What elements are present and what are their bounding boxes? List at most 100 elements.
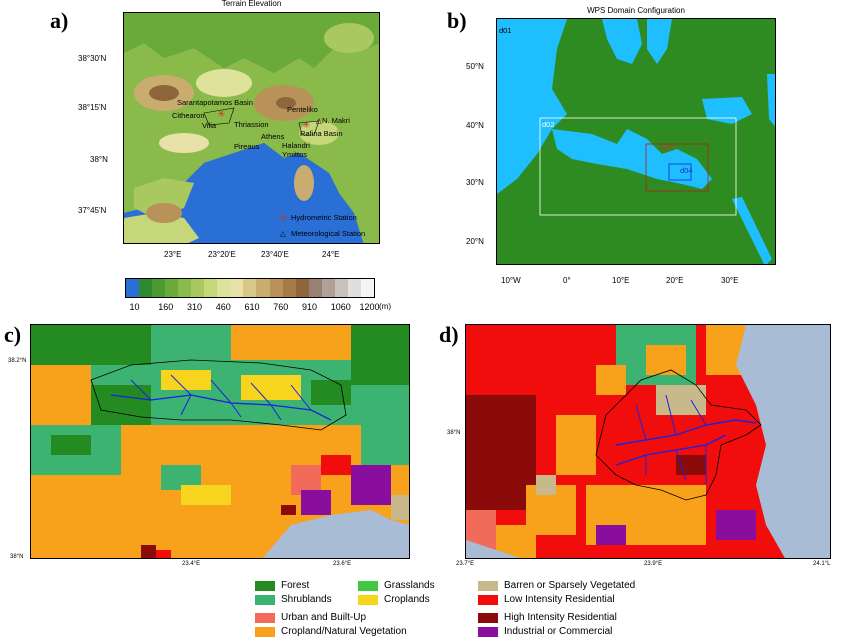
- b-lat-tick: 20°N: [466, 237, 484, 246]
- legend-meteo-label: Meteorological Station: [291, 229, 366, 238]
- landuse-map-c-graphic: [31, 325, 409, 558]
- colorbar-segment: [347, 279, 361, 297]
- colorbar-segment: [360, 279, 374, 297]
- colorbar-tick-label: 460: [215, 302, 231, 312]
- elevation-colorbar: [125, 278, 375, 298]
- colorbar-segment: [321, 279, 335, 297]
- b-lat-tick: 50°N: [466, 62, 484, 71]
- legend-label: Grasslands: [384, 580, 435, 591]
- legend-hydro-icon: ✳: [279, 213, 288, 224]
- d-lon-tick: 23.9°E: [644, 561, 663, 567]
- b-lon-tick: 30°E: [721, 276, 739, 285]
- a-lon-tick: 23°E: [164, 250, 182, 259]
- place-athens: Athens: [261, 132, 285, 141]
- legend-swatch: [255, 612, 275, 623]
- colorbar-tick-label: 1200: [359, 302, 380, 312]
- legend-swatch: [478, 612, 498, 623]
- panel-c-letter: c): [4, 322, 22, 347]
- domain-d04-label: d04: [680, 166, 693, 175]
- legend-swatch: [255, 594, 275, 605]
- colorbar-tick-label: 910: [302, 302, 318, 312]
- panel-a-letter: a): [50, 8, 69, 33]
- colorbar-segment: [165, 279, 179, 297]
- c-lat-tick: 38°N: [10, 554, 24, 560]
- landuse-map-d-graphic: [466, 325, 830, 558]
- colorbar-tick-label: 310: [187, 302, 203, 312]
- landuse-map-c: [30, 324, 410, 559]
- legend-meteo-icon: △: [280, 229, 286, 238]
- a-lat-tick: 37°45'N: [78, 206, 107, 215]
- legend-item: Grasslands: [358, 580, 435, 591]
- hydrometric-station-icon: ✳: [217, 109, 226, 120]
- a-lon-tick: 23°40'E: [261, 250, 289, 259]
- b-lon-tick: 20°E: [666, 276, 684, 285]
- colorbar-tick-label: 1060: [330, 302, 351, 312]
- legend-label: Low Intensity Residential: [504, 594, 615, 605]
- legend-label: Forest: [281, 580, 310, 591]
- colorbar-segment: [191, 279, 205, 297]
- legend-label: High Intensity Residential: [504, 612, 617, 623]
- landuse-map-d: [465, 324, 831, 559]
- colorbar-segment: [230, 279, 244, 297]
- place-halandri: Halandri: [282, 141, 310, 150]
- legend-swatch: [255, 626, 275, 637]
- wps-map-graphic: [497, 19, 775, 264]
- legend-item: Barren or Sparsely Vegetated: [478, 580, 635, 591]
- place-ymittos: Ymittos: [282, 150, 308, 159]
- legend-item: Shrublands: [255, 594, 332, 605]
- legend-item: Forest: [255, 580, 309, 591]
- colorbar-segment: [308, 279, 322, 297]
- colorbar-segment: [217, 279, 231, 297]
- colorbar-segment: [139, 279, 153, 297]
- colorbar-segment: [126, 279, 140, 297]
- place-penteliko: Pentеliko: [287, 105, 318, 114]
- legend-item: Cropland/Natural Vegetation: [255, 626, 407, 637]
- legend-item: Urban and Built-Up: [255, 612, 366, 623]
- legend-swatch: [358, 594, 378, 605]
- panel-b-letter: b): [447, 8, 467, 33]
- legend-label: Barren or Sparsely Vegetated: [504, 580, 636, 591]
- panel-a-title: Terrain Elevation: [221, 0, 282, 8]
- domain-d02-label: d02: [542, 120, 555, 129]
- b-lon-tick: 0°: [563, 276, 571, 285]
- legend-label: Croplands: [384, 594, 430, 605]
- legend-swatch: [478, 580, 498, 591]
- colorbar-segment: [334, 279, 348, 297]
- panel-d-letter: d): [439, 322, 459, 347]
- colorbar-segment: [204, 279, 218, 297]
- colorbar-unit: (m): [379, 302, 391, 311]
- colorbar-tick-label: 160: [158, 302, 174, 312]
- terrain-map-graphic: [124, 13, 379, 243]
- a-lat-tick: 38°15'N: [78, 103, 107, 112]
- place-vilia: Vilia: [202, 121, 217, 130]
- hydrometric-station-icon: ✳: [302, 120, 311, 131]
- legend-swatch: [478, 594, 498, 605]
- c-lat-tick: 38.2°N: [8, 358, 27, 364]
- legend-item: Croplands: [358, 594, 430, 605]
- legend-label: Urban and Built-Up: [281, 612, 367, 623]
- panel-b-title: WPS Domain Configuration: [587, 6, 685, 15]
- legend-label: Industrial or Commercial: [504, 626, 613, 637]
- colorbar-segment: [152, 279, 166, 297]
- terrain-elevation-map: Sarantapotamos Basin Pentеliko Cithearon…: [123, 12, 380, 244]
- colorbar-segment: [243, 279, 257, 297]
- colorbar-segment: [282, 279, 296, 297]
- a-lat-tick: 38°30'N: [78, 54, 107, 63]
- b-lon-tick: 10°W: [501, 276, 521, 285]
- place-sarantapotamos: Sarantapotamos Basin: [177, 98, 253, 107]
- colorbar-segment: [295, 279, 309, 297]
- legend-item: High Intensity Residential: [478, 612, 617, 623]
- legend-item: Industrial or Commercial: [478, 626, 612, 637]
- wps-domain-map: d01 d02 d03 d04: [496, 18, 776, 265]
- c-lon-tick: 23.4°E: [182, 561, 201, 567]
- place-cithearon: Cithearon: [172, 111, 205, 120]
- a-lat-tick: 38°N: [90, 155, 108, 164]
- domain-d03-label: d03: [661, 143, 674, 152]
- c-lon-tick: 23.6°E: [333, 561, 352, 567]
- colorbar-tick-label: 760: [273, 302, 289, 312]
- place-thriassion: Thriassion: [234, 120, 269, 129]
- colorbar-segment: [178, 279, 192, 297]
- meteo-station-icon: △: [316, 116, 322, 125]
- a-lon-tick: 23°20'E: [208, 250, 236, 259]
- legend-label: Cropland/Natural Vegetation: [281, 626, 407, 637]
